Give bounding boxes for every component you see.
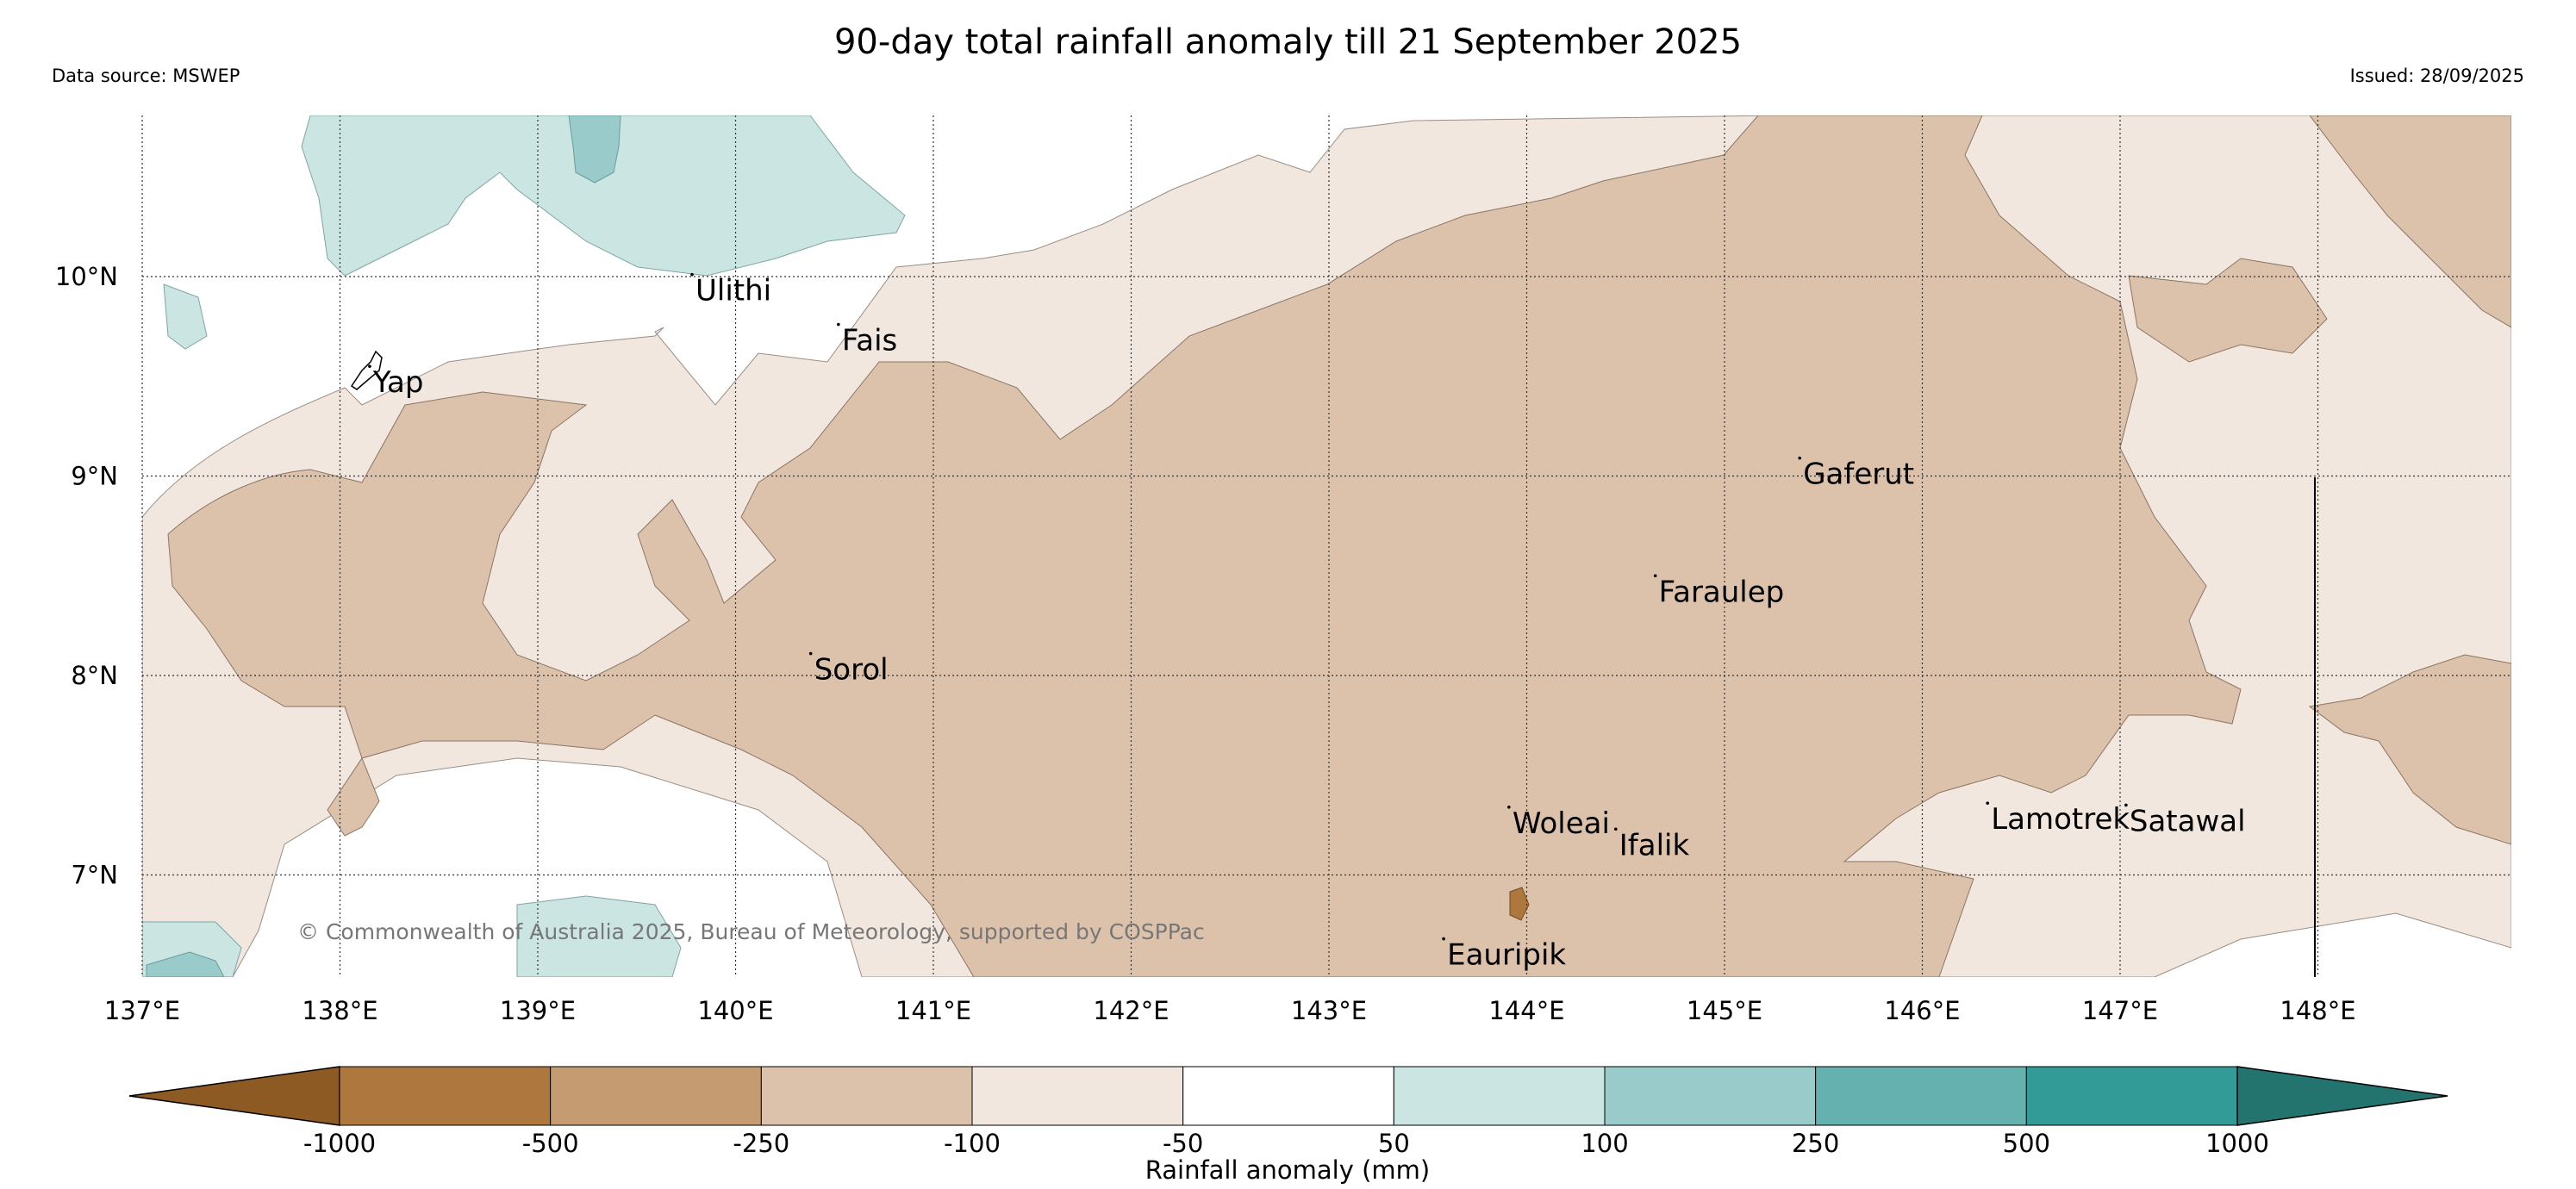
colorbar-tick-label: 100 (1581, 1129, 1628, 1158)
colorbar-segment (339, 1066, 552, 1126)
island-marker (2124, 803, 2128, 807)
island-marker (1442, 937, 1445, 941)
colorbar-title: Rainfall anomaly (mm) (1145, 1155, 1431, 1185)
island-marker (808, 651, 813, 656)
island-marker (368, 364, 371, 368)
data-source-label: Data source: MSWEP (52, 65, 240, 86)
longitude-tick-label: 142°E (1093, 996, 1169, 1025)
dry-medium-region (167, 115, 2242, 977)
graticule (141, 115, 2511, 977)
yap-island-outline (350, 350, 383, 390)
map-title: 90-day total rainfall anomaly till 21 Se… (833, 22, 1743, 62)
longitude-tick-label: 147°E (2082, 996, 2158, 1025)
wet-north-region (301, 115, 906, 277)
longitude-tick-label: 138°E (302, 996, 377, 1025)
longitude-tick-label: 144°E (1488, 996, 1564, 1025)
issued-date-label: Issued: 28/09/2025 (2349, 65, 2524, 86)
dry-east-patch (2128, 258, 2328, 363)
colorbar: -1000 -500 -250 -100 -50 50 100 250 500 1000 Rainf… (128, 1066, 2448, 1185)
colorbar-tick-label: 1000 (2205, 1129, 2269, 1158)
island-marker (1653, 574, 1657, 578)
longitude-tick-label: 139°E (500, 996, 576, 1025)
island-label-satawal: Satawal (2130, 804, 2246, 838)
island-label-eauripik: Eauripik (1447, 938, 1566, 973)
island-label-woleai: Woleai (1513, 806, 1610, 841)
latitude-tick-label: 7°N (71, 861, 118, 890)
dry-northeast-region (2309, 115, 2511, 328)
colorbar-tick-label: 50 (1378, 1129, 1410, 1158)
colorbar-tick-label: -250 (733, 1129, 789, 1158)
colorbar-segment (550, 1066, 762, 1126)
dry-southeast-patch (2308, 654, 2511, 845)
island-marker (1986, 801, 1990, 805)
colorbar-segment (1815, 1066, 2027, 1126)
colorbar-extend-wet (2236, 1066, 2448, 1126)
island-label-gaferut: Gaferut (1803, 458, 1914, 492)
colorbar-segment (1182, 1066, 1394, 1126)
island-marker (1798, 456, 1802, 460)
colorbar-segment (1393, 1066, 1606, 1126)
island-label-lamotrek: Lamotrek (1991, 802, 2130, 837)
wet-west-patch (163, 283, 208, 350)
longitude-tick-label: 146°E (1884, 996, 1960, 1025)
colorbar-extend-dry (128, 1066, 340, 1126)
dry-strong-dot (1509, 887, 1530, 921)
longitude-tick-label: 137°E (104, 996, 180, 1025)
island-marker (837, 322, 840, 327)
longitude-tick-label: 140°E (697, 996, 773, 1025)
colorbar-tick-label: -50 (1163, 1129, 1203, 1158)
colorbar-tick-label: 500 (2003, 1129, 2050, 1158)
island-marker (1507, 805, 1511, 809)
colorbar-tick-label: -100 (944, 1129, 1001, 1158)
colorbar-segment (2025, 1066, 2238, 1126)
colorbar-segment (760, 1066, 973, 1126)
island-label-sorol: Sorol (814, 653, 889, 688)
wet-south-region (516, 895, 682, 977)
island-marker (1613, 827, 1618, 831)
colorbar-tick-label: 250 (1792, 1129, 1839, 1158)
latitude-tick-label: 9°N (71, 462, 118, 491)
longitude-tick-label: 148°E (2280, 996, 2355, 1025)
island-label-ulithi: Ulithi (695, 274, 771, 308)
colorbar-segment (1604, 1066, 1817, 1126)
colorbar-segment (971, 1066, 1184, 1126)
colorbar-tick-label: -500 (522, 1129, 579, 1158)
axis-labels: 137°E 138°E 139°E 140°E 141°E 142°E 143°E 144°E… (55, 262, 2356, 1025)
longitude-tick-label: 145°E (1687, 996, 1762, 1025)
longitude-tick-label: 143°E (1291, 996, 1367, 1025)
island-marker (690, 272, 694, 277)
latitude-tick-label: 8°N (71, 661, 118, 690)
wet-north-core (568, 115, 621, 184)
longitude-tick-label: 141°E (895, 996, 971, 1025)
wet-southwest-core (146, 951, 225, 977)
anomaly-layer (142, 115, 2511, 977)
island-label-ifalik: Ifalik (1619, 828, 1690, 862)
island-labels: Ulithi Fais Yap Gaferut Faraulep Sorol Woleai I… (368, 272, 2246, 973)
island-label-fais: Fais (842, 324, 897, 358)
latitude-tick-label: 10°N (55, 262, 118, 291)
colorbar-tick-label: -1000 (303, 1129, 376, 1158)
island-label-faraulep: Faraulep (1659, 575, 1785, 609)
copyright-notice: © Commonwealth of Australia 2025, Bureau… (297, 919, 1205, 944)
island-label-yap: Yap (372, 365, 424, 400)
